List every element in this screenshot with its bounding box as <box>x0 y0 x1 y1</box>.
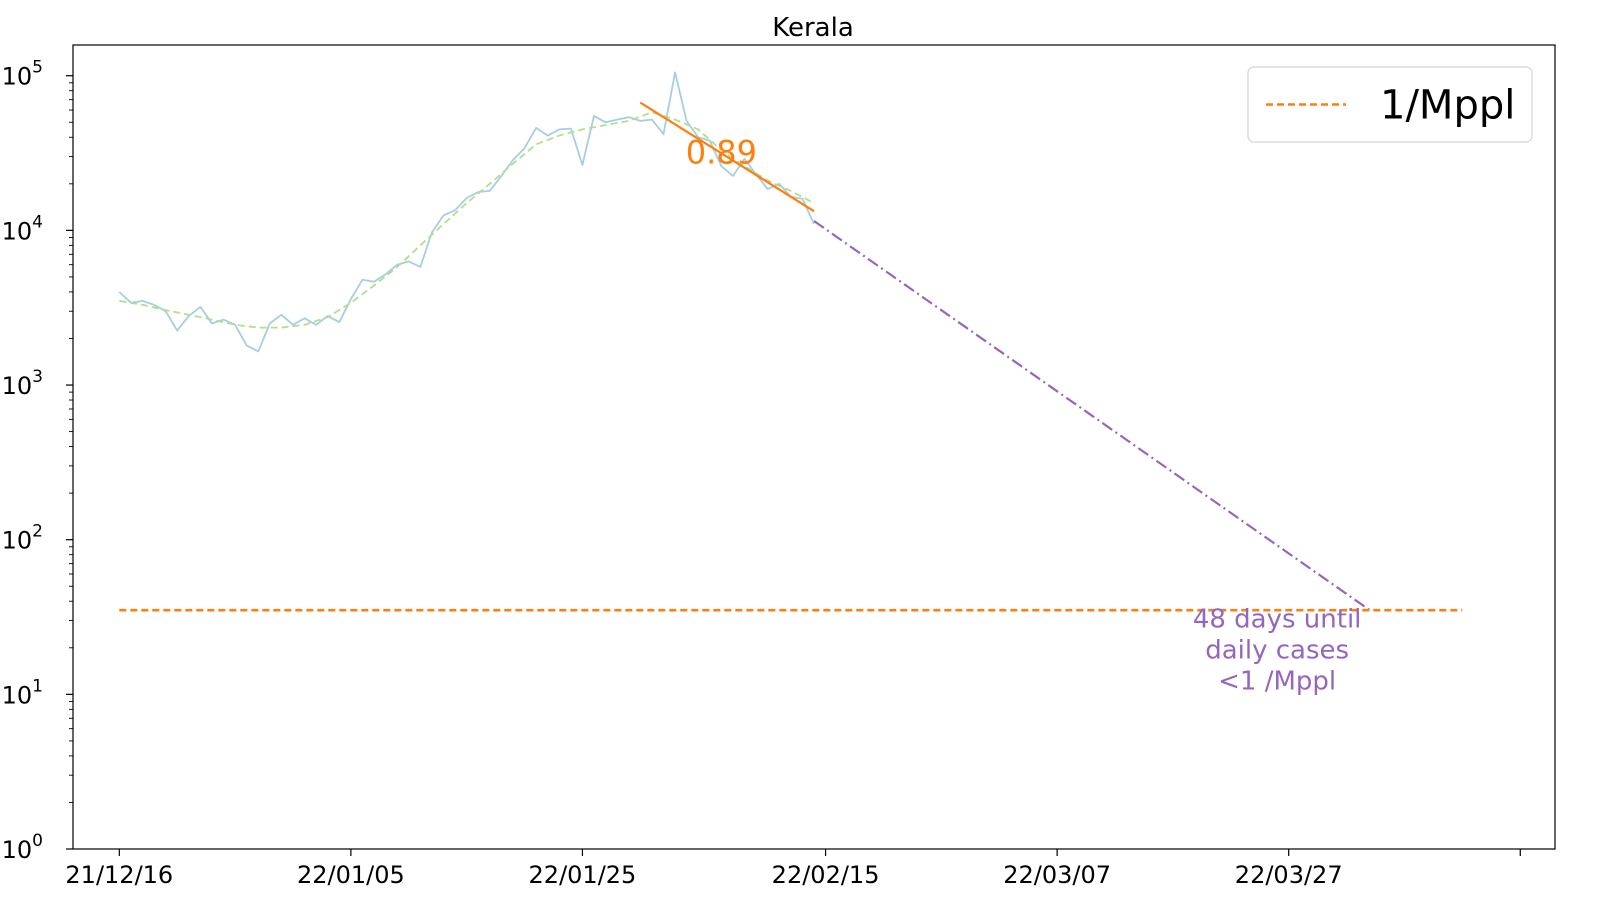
y-tick-label-exponent: 5 <box>32 58 43 78</box>
x-tick-label: 22/03/27 <box>1235 861 1343 889</box>
legend-box <box>1247 66 1533 143</box>
series-line-smoothed <box>119 111 815 329</box>
series-line-projection <box>813 220 1371 612</box>
y-tick-label-base: 10 <box>2 836 33 864</box>
projection-annotation-line: <1 /Mppl <box>1218 667 1336 697</box>
y-tick-label: 100 <box>2 831 43 864</box>
x-tick-label: 22/02/15 <box>772 861 880 889</box>
y-tick-label-base: 10 <box>2 217 33 245</box>
x-tick-label: 22/01/25 <box>529 861 637 889</box>
legend-label: 1/Mppl <box>1380 83 1515 129</box>
y-tick-label-exponent: 3 <box>32 367 43 387</box>
y-tick-label-base: 10 <box>2 527 33 555</box>
annotation-layer: 0.89 48 days until daily cases <1 /Mppl <box>686 134 1362 697</box>
series-line-fit <box>639 101 815 213</box>
y-tick-label: 103 <box>2 367 43 400</box>
y-tick-label-exponent: 2 <box>32 522 43 542</box>
y-tick-label-exponent: 0 <box>32 831 43 851</box>
projection-annotation-line: daily cases <box>1205 636 1349 666</box>
y-tick-label-base: 10 <box>2 372 33 400</box>
y-tick-label: 104 <box>2 212 43 245</box>
y-tick-label-base: 10 <box>2 681 33 709</box>
series-layer <box>118 71 1463 612</box>
series-line-daily <box>118 71 815 353</box>
y-tick-label-base: 10 <box>2 63 33 91</box>
y-tick-label-exponent: 1 <box>32 676 43 696</box>
x-tick-label: 22/01/05 <box>297 861 405 889</box>
projection-annotation: 48 days until daily cases <1 /Mppl <box>1193 605 1362 697</box>
y-tick-label: 105 <box>2 58 43 91</box>
fit-rate-label: 0.89 <box>686 134 757 172</box>
projection-annotation-line: 48 days until <box>1193 605 1362 635</box>
legend: 1/Mppl <box>1247 66 1533 143</box>
y-tick-label-exponent: 4 <box>32 212 43 232</box>
x-tick-label: 21/12/16 <box>65 861 173 889</box>
y-tick-label: 102 <box>2 522 43 555</box>
chart-title: Kerala <box>772 13 854 43</box>
x-tick-label: 22/03/07 <box>1003 861 1111 889</box>
y-tick-label: 101 <box>2 676 43 709</box>
